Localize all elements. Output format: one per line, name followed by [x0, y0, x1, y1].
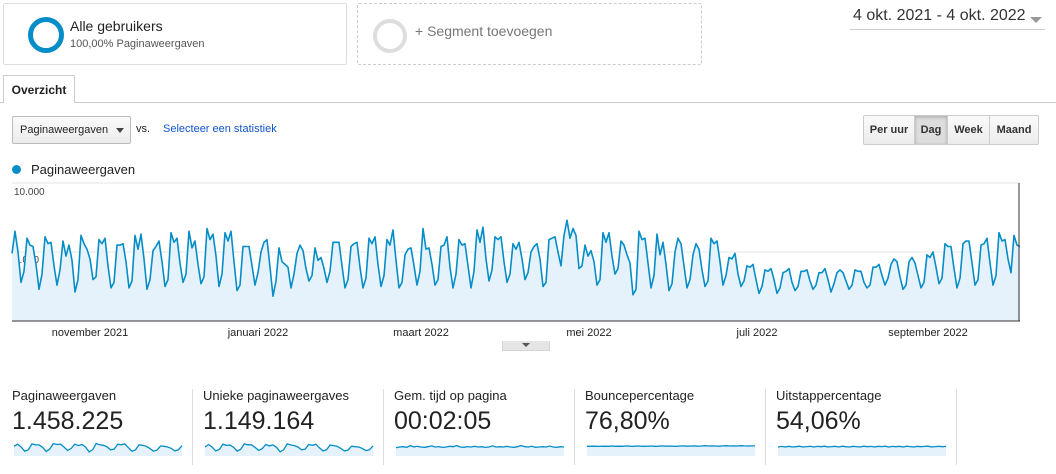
select-statistic-link[interactable]: Selecteer een statistiek — [163, 123, 277, 135]
scorecard-value: 1.149.164 — [203, 407, 315, 435]
sparkline-area — [205, 443, 373, 456]
add-segment-button[interactable]: + Segment toevoegen — [357, 3, 702, 65]
x-tick-label: januari 2022 — [227, 327, 289, 339]
period-hourly-button[interactable]: Per uur — [863, 115, 915, 145]
scorecard-unique-pageviews: Unieke paginaweergaves 1.149.164 — [203, 388, 378, 466]
sparkline — [396, 444, 565, 456]
chart-legend: Paginaweergaven — [12, 162, 135, 177]
segment-ring-icon — [28, 17, 64, 53]
period-day-button[interactable]: Dag — [914, 115, 948, 145]
chevron-down-icon — [1030, 17, 1042, 23]
scorecard-divider — [765, 389, 766, 465]
sparkline-line — [396, 444, 565, 449]
series-area — [12, 220, 1020, 321]
x-tick-label: november 2021 — [52, 327, 128, 339]
x-tick-label: juli 2022 — [736, 327, 778, 339]
y-tick-label: 10.000 — [14, 187, 45, 198]
scorecard-value: 76,80% — [585, 407, 670, 435]
dropdown-arrow-icon — [116, 128, 124, 133]
add-segment-label: + Segment toevoegen — [415, 23, 553, 39]
scorecard-value: 00:02:05 — [394, 407, 492, 435]
tab-overview[interactable]: Overzicht — [3, 75, 75, 103]
scorecard-label: Uitstappercentage — [776, 388, 882, 403]
tab-bar-divider — [0, 102, 1056, 103]
period-toggle-group: Per uur Dag Week Maand — [863, 115, 1039, 145]
sparkline-line — [778, 445, 947, 448]
segment-name: Alle gebruikers — [70, 18, 163, 34]
scorecard-value: 54,06% — [776, 407, 861, 435]
scorecard-divider — [383, 389, 384, 465]
chevron-down-icon — [522, 343, 530, 347]
add-segment-ring-icon — [373, 19, 407, 53]
sparkline-line — [14, 442, 183, 453]
period-month-button[interactable]: Maand — [989, 115, 1039, 145]
sparkline-line — [205, 443, 374, 453]
scorecard-label: Unieke paginaweergaves — [203, 388, 349, 403]
date-range-picker[interactable]: 4 okt. 2021 - 4 okt. 2022 — [850, 6, 1045, 30]
scorecard-pageviews: Paginaweergaven 1.458.225 — [12, 388, 187, 466]
segment-all-users[interactable]: Alle gebruikers 100,00% Paginaweergaven — [3, 3, 347, 65]
scorecard-value: 1.458.225 — [12, 407, 124, 435]
vs-label: vs. — [136, 123, 151, 135]
x-tick-label: september 2022 — [888, 327, 968, 339]
scorecard-bounce-rate: Bouncepercentage 76,80% — [585, 388, 760, 466]
date-range-text: 4 okt. 2021 - 4 okt. 2022 — [853, 7, 1026, 24]
scorecard-divider — [192, 389, 193, 465]
chart-collapse-button[interactable] — [502, 341, 550, 351]
sparkline-area — [778, 446, 946, 456]
legend-label: Paginaweergaven — [31, 162, 136, 177]
scorecard-label: Paginaweergaven — [12, 388, 117, 403]
scorecard-divider — [956, 389, 957, 465]
sparkline-area — [396, 445, 564, 456]
x-tick-label: maart 2022 — [393, 327, 449, 339]
legend-dot-icon — [12, 165, 21, 174]
segment-subtitle: 100,00% Paginaweergaven — [70, 38, 205, 50]
x-tick-label: mei 2022 — [566, 327, 611, 339]
scorecard-divider — [574, 389, 575, 465]
sparkline — [587, 445, 755, 456]
sparkline-line — [587, 445, 755, 448]
period-week-button[interactable]: Week — [947, 115, 990, 145]
scorecard-exit-rate: Uitstappercentage 54,06% — [776, 388, 951, 466]
metric-select-value: Paginaweergaven — [20, 124, 109, 136]
metric-select[interactable]: Paginaweergaven — [12, 116, 131, 144]
sparkline-area — [587, 445, 755, 456]
sparkline-area — [14, 443, 182, 456]
series-line-pageviews — [11, 219, 1021, 297]
sparkline — [205, 443, 374, 456]
sparkline — [778, 445, 947, 456]
sparkline — [14, 442, 183, 456]
scorecard-label: Bouncepercentage — [585, 388, 695, 403]
scorecard-label: Gem. tijd op pagina — [394, 388, 507, 403]
scorecard-avg-time: Gem. tijd op pagina 00:02:05 — [394, 388, 569, 466]
